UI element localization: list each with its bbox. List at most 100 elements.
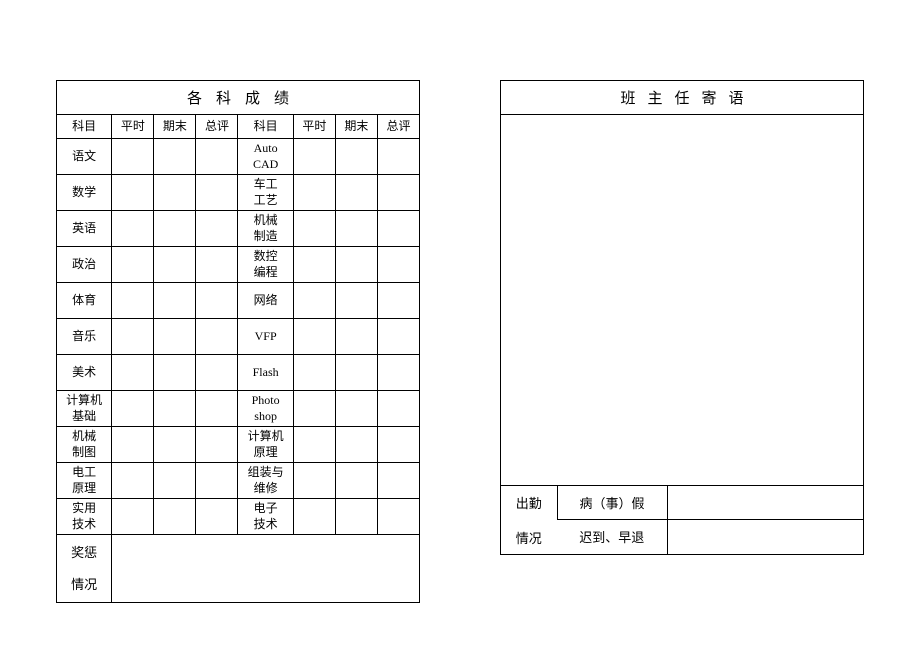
grades-panel: 各科成绩 科目 平时 期末 总评 科目 平时 期末 总评 语文AutoCAD数学…: [56, 80, 420, 603]
overall-left: [196, 391, 238, 427]
final-right: [335, 247, 377, 283]
col-usual-2: 平时: [293, 115, 335, 139]
grades-row: 数学车工工艺: [57, 175, 420, 211]
subject-left: 英语: [57, 211, 112, 247]
usual-right: [293, 211, 335, 247]
message-panel: 班主任寄语 出勤 情况 病（事）假 迟到、早退: [500, 80, 864, 603]
final-right: [335, 283, 377, 319]
final-left: [154, 427, 196, 463]
subject-left: 数学: [57, 175, 112, 211]
final-right: [335, 175, 377, 211]
subject-right: Flash: [238, 355, 293, 391]
attend-sick-label: 病（事）假: [557, 486, 667, 520]
grades-row: 语文AutoCAD: [57, 139, 420, 175]
overall-right: [377, 427, 419, 463]
overall-left: [196, 355, 238, 391]
final-left: [154, 283, 196, 319]
overall-right: [377, 391, 419, 427]
final-left: [154, 463, 196, 499]
final-left: [154, 319, 196, 355]
grades-row: 英语机械制造: [57, 211, 420, 247]
usual-right: [293, 175, 335, 211]
usual-left: [112, 211, 154, 247]
final-left: [154, 355, 196, 391]
overall-right: [377, 211, 419, 247]
grades-row: 机械制图 计算机原理: [57, 427, 420, 463]
final-left: [154, 211, 196, 247]
usual-right: [293, 139, 335, 175]
overall-right: [377, 175, 419, 211]
usual-left: [112, 283, 154, 319]
overall-right: [377, 247, 419, 283]
col-subject-2: 科目: [238, 115, 293, 139]
overall-left: [196, 463, 238, 499]
reward-label: 奖惩情况: [57, 535, 112, 603]
grades-row: 美术 Flash: [57, 355, 420, 391]
overall-left: [196, 283, 238, 319]
usual-left: [112, 391, 154, 427]
usual-left: [112, 427, 154, 463]
final-right: [335, 319, 377, 355]
final-right: [335, 139, 377, 175]
subject-right: 计算机原理: [238, 427, 293, 463]
usual-right: [293, 427, 335, 463]
final-right: [335, 499, 377, 535]
overall-left: [196, 499, 238, 535]
subject-left: 政治: [57, 247, 112, 283]
final-left: [154, 139, 196, 175]
grades-row: 体育网络: [57, 283, 420, 319]
subject-left: 机械制图: [57, 427, 112, 463]
subject-left: 体育: [57, 283, 112, 319]
final-right: [335, 427, 377, 463]
reward-label-l2: 情况: [71, 577, 97, 592]
grades-row: 音乐VFP: [57, 319, 420, 355]
overall-left: [196, 175, 238, 211]
usual-left: [112, 463, 154, 499]
message-area: [501, 115, 863, 485]
overall-left: [196, 247, 238, 283]
usual-left: [112, 175, 154, 211]
col-usual-1: 平时: [112, 115, 154, 139]
attend-row-1: 出勤 情况 病（事）假: [501, 486, 863, 520]
usual-left: [112, 319, 154, 355]
grades-row: 实用技术 电子技术: [57, 499, 420, 535]
final-right: [335, 463, 377, 499]
final-left: [154, 391, 196, 427]
subject-right: 电子技术: [238, 499, 293, 535]
reward-row: 奖惩情况: [57, 535, 420, 603]
subject-left: 实用技术: [57, 499, 112, 535]
grades-row: 计算机基础 Photoshop: [57, 391, 420, 427]
subject-right: Photoshop: [238, 391, 293, 427]
col-final-1: 期末: [154, 115, 196, 139]
col-overall-1: 总评: [196, 115, 238, 139]
grades-title: 各科成绩: [56, 80, 420, 114]
subject-left: 计算机基础: [57, 391, 112, 427]
subject-right: VFP: [238, 319, 293, 355]
subject-right: 组装与维修: [238, 463, 293, 499]
reward-content: [112, 535, 420, 603]
subject-left: 电工原理: [57, 463, 112, 499]
subject-left: 美术: [57, 355, 112, 391]
overall-left: [196, 211, 238, 247]
attendance-table: 出勤 情况 病（事）假 迟到、早退: [501, 485, 863, 554]
overall-left: [196, 139, 238, 175]
attend-late-value: [667, 520, 863, 554]
final-right: [335, 211, 377, 247]
usual-right: [293, 247, 335, 283]
final-right: [335, 391, 377, 427]
final-right: [335, 355, 377, 391]
overall-right: [377, 139, 419, 175]
usual-left: [112, 139, 154, 175]
reward-label-l1: 奖惩: [71, 545, 97, 560]
attend-label-l2: 情况: [516, 531, 542, 546]
col-subject-1: 科目: [57, 115, 112, 139]
subject-right: 数控编程: [238, 247, 293, 283]
final-left: [154, 247, 196, 283]
col-final-2: 期末: [335, 115, 377, 139]
overall-right: [377, 499, 419, 535]
usual-right: [293, 319, 335, 355]
message-title: 班主任寄语: [501, 81, 863, 115]
overall-right: [377, 319, 419, 355]
final-left: [154, 499, 196, 535]
overall-right: [377, 463, 419, 499]
